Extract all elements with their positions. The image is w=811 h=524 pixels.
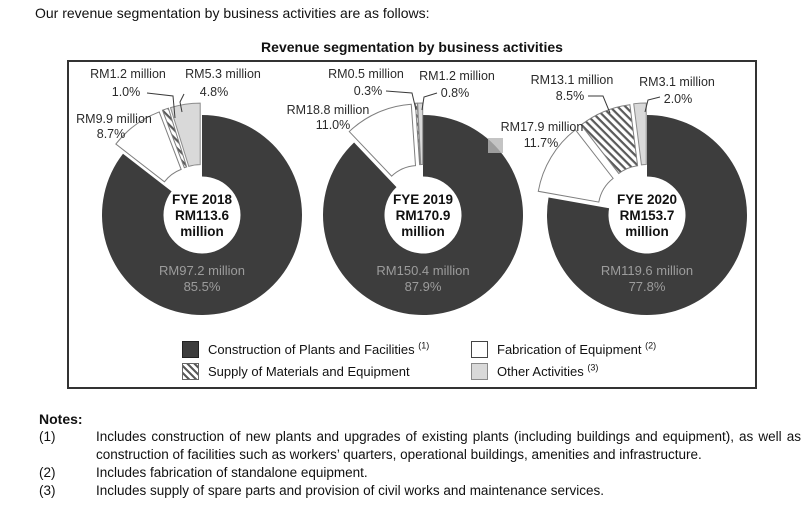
scan-artifact	[488, 138, 503, 153]
legend-label-construction: Construction of Plants and Facilities (1…	[208, 340, 430, 357]
donut-center-label: FYE 2018	[172, 192, 233, 207]
pie-slice-hatched	[580, 104, 639, 175]
callout-line	[644, 96, 661, 113]
pie-slice-gray	[633, 102, 647, 166]
slice-label-value: RM13.1 million	[531, 73, 614, 87]
note-item-2: (2) Includes fabrication of standalone e…	[39, 464, 801, 482]
note-ref-superscript: (3)	[587, 362, 599, 373]
construction-pct-label: 77.8%	[629, 279, 666, 294]
slice-label-pct: 1.0%	[112, 85, 141, 99]
slice-label-value: RM1.2 million	[90, 67, 166, 81]
chart-title: Revenue segmentation by business activit…	[261, 39, 563, 55]
slice-label-value: RM9.9 million	[76, 112, 152, 126]
slice-label-pct: 0.3%	[354, 84, 383, 98]
construction-pct-label: 85.5%	[184, 279, 221, 294]
note-item-1: (1) Includes construction of new plants …	[39, 428, 801, 464]
note-ref: (3)	[39, 483, 56, 498]
callout-line	[385, 90, 417, 111]
legend-label-other: Other Activities (3)	[497, 362, 599, 379]
callout-line	[588, 95, 611, 114]
pie-slice-gray	[417, 102, 424, 166]
pie-slice-white	[537, 129, 614, 203]
legend-swatch-fabrication	[471, 341, 488, 358]
donut-center-label: RM113.6	[175, 208, 230, 223]
notes-heading: Notes:	[39, 411, 83, 427]
callout-line	[146, 92, 176, 119]
construction-pct-label: 87.9%	[405, 279, 442, 294]
pie-slice-hatched	[161, 107, 188, 169]
legend-item-supply: Supply of Materials and Equipment	[182, 363, 471, 380]
note-ref-superscript: (2)	[645, 340, 657, 351]
donut-center-label: million	[625, 224, 669, 239]
slice-label-value: RM18.8 million	[287, 103, 370, 117]
donut-center-label: million	[180, 224, 224, 239]
intro-text: Our revenue segmentation by business act…	[35, 5, 430, 21]
callout-line	[179, 93, 185, 113]
donut-center-label: million	[401, 224, 445, 239]
slice-label-pct: 0.8%	[441, 86, 470, 100]
pie-slice-dark	[547, 115, 748, 315]
pie-slice-white	[115, 111, 182, 183]
donut-center-label: FYE 2019	[393, 192, 453, 207]
donut-center-label: RM153.7	[620, 208, 675, 223]
chart-box: RM9.9 million 8.7% RM1.2 million 1.0% RM5.3 …	[67, 60, 757, 389]
chart-legend: Construction of Plants and Facilities (1…	[182, 341, 656, 380]
pie-slice-white	[348, 103, 417, 177]
legend-swatch-construction	[182, 341, 199, 358]
note-ref: (1)	[39, 429, 56, 444]
construction-value-label: RM119.6 million	[601, 263, 693, 278]
note-text: Includes fabrication of standalone equip…	[96, 465, 368, 480]
slice-label-pct: 4.8%	[200, 85, 229, 99]
donut-center-label: RM170.9	[396, 208, 451, 223]
legend-label-supply: Supply of Materials and Equipment	[208, 364, 410, 379]
construction-value-label: RM97.2 million	[159, 263, 245, 278]
slice-label-value: RM17.9 million	[501, 120, 584, 134]
legend-item-construction: Construction of Plants and Facilities (1…	[182, 341, 471, 358]
notes-section: Notes: (1) Includes construction of new …	[39, 410, 801, 500]
callout-line	[421, 92, 438, 111]
donut-center-label: FYE 2020	[617, 192, 677, 207]
note-item-3: (3) Includes supply of spare parts and p…	[39, 482, 801, 500]
slice-label-pct: 8.5%	[556, 89, 585, 103]
pie-slice-dark	[101, 115, 302, 315]
legend-item-fabrication: Fabrication of Equipment (2)	[471, 341, 656, 358]
slice-label-pct: 2.0%	[664, 92, 693, 106]
note-text: Includes construction of new plants and …	[96, 429, 801, 462]
legend-label-fabrication: Fabrication of Equipment (2)	[497, 340, 657, 357]
slice-label-pct: 11.7%	[524, 136, 559, 150]
slice-label-value: RM5.3 million	[185, 67, 261, 81]
note-text: Includes supply of spare parts and provi…	[96, 483, 605, 498]
slice-label-pct: 8.7%	[97, 127, 126, 141]
slice-label-pct: 11.0%	[316, 118, 351, 132]
construction-value-label: RM150.4 million	[376, 263, 469, 278]
note-ref: (2)	[39, 465, 56, 480]
slice-label-value: RM1.2 million	[419, 69, 495, 83]
legend-swatch-supply	[182, 363, 199, 380]
slice-label-value: RM3.1 million	[639, 75, 715, 89]
note-ref-superscript: (1)	[418, 340, 430, 351]
pie-slice-dark	[323, 115, 523, 315]
legend-swatch-other	[471, 363, 488, 380]
legend-item-other: Other Activities (3)	[471, 363, 656, 380]
slice-label-value: RM0.5 million	[328, 67, 404, 81]
